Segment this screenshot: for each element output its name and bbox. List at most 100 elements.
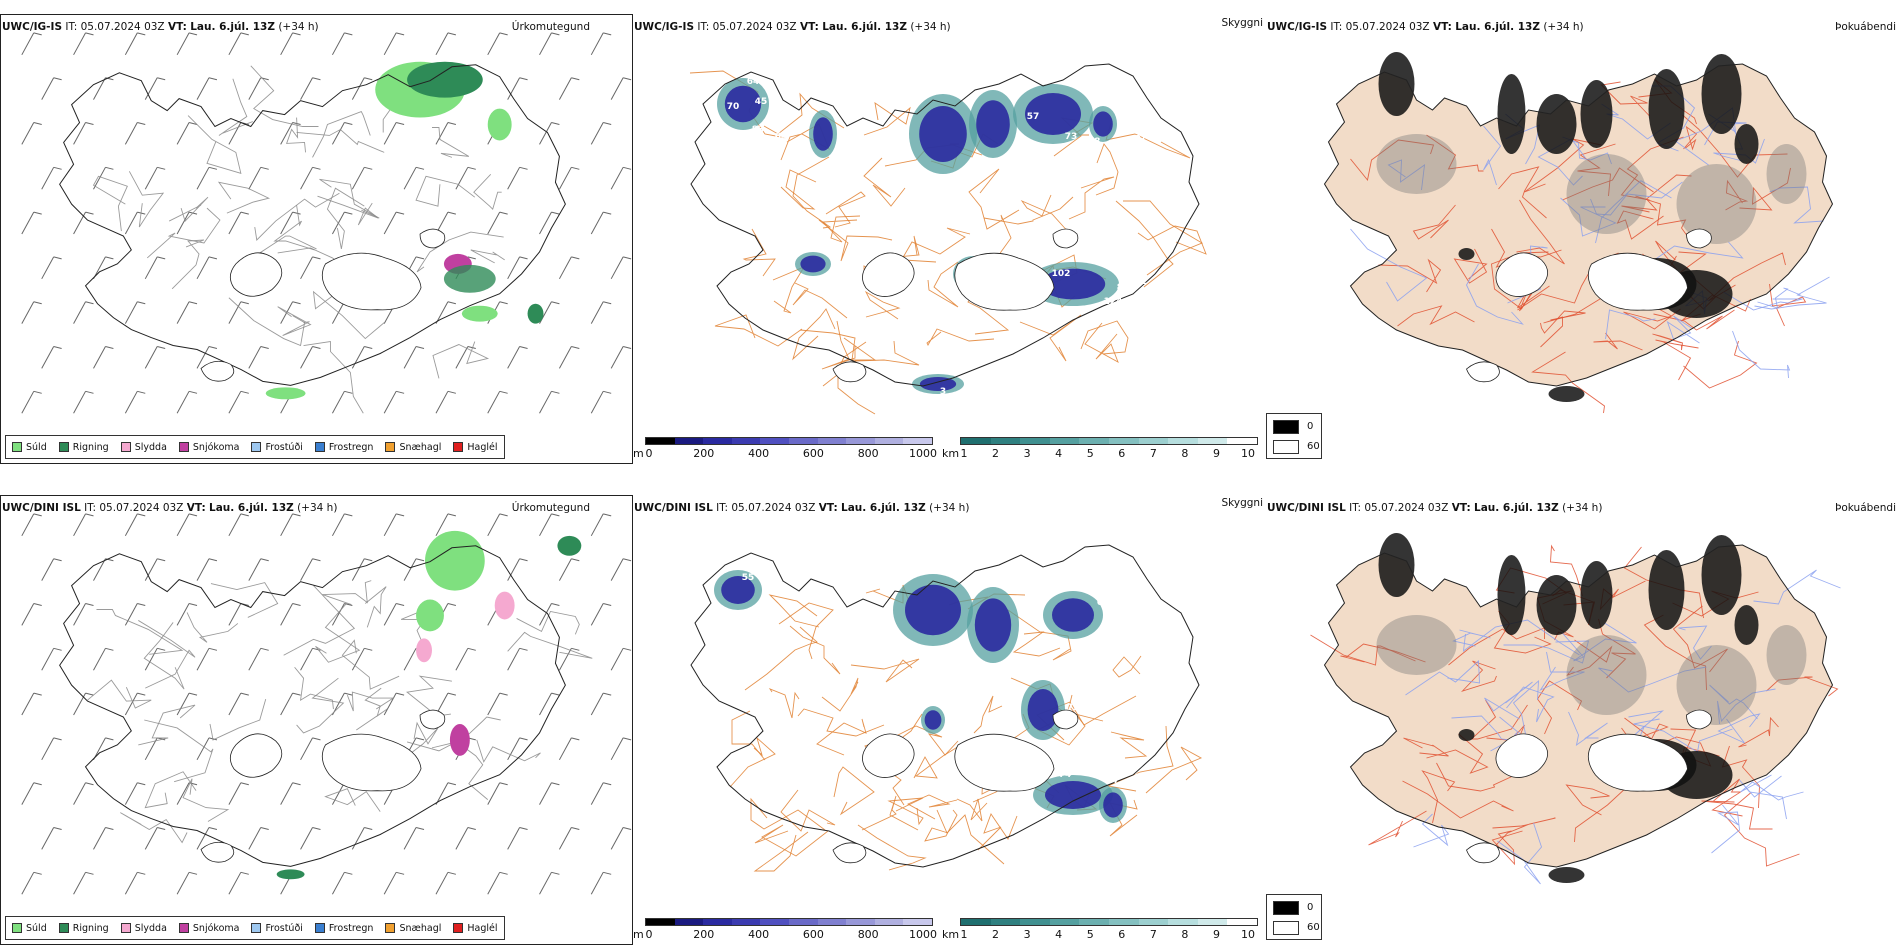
wind-barb-flag	[137, 301, 146, 305]
road-line	[1605, 309, 1656, 340]
wind-barb	[455, 827, 469, 850]
legend-label: Snjókoma	[192, 922, 240, 934]
visibility-value-label: 74	[1059, 770, 1072, 780]
product-title-visibility-top: Skyggni	[1221, 17, 1264, 29]
road-line	[277, 306, 312, 336]
road-line	[792, 308, 836, 361]
wind-barb	[144, 346, 158, 369]
wind-barb-flag	[551, 871, 560, 875]
visibility-value-label: 124	[1104, 297, 1123, 307]
road-line	[768, 688, 800, 719]
wind-barb-flag	[188, 122, 198, 125]
glacier-outline-1	[954, 733, 1055, 792]
colorbar-segment	[903, 438, 932, 444]
visibility-value-label: 37	[1135, 132, 1148, 142]
glacier-outline-1	[954, 252, 1055, 311]
precip-legend-item: Frostúði	[251, 923, 303, 934]
wind-barb-flag	[260, 647, 269, 651]
wind-barb-flag	[415, 346, 425, 349]
road-line	[1426, 733, 1489, 774]
wind-barb-flag	[415, 737, 425, 741]
fog-legend-label: 60	[1307, 441, 1320, 452]
wind-barb-flag	[157, 77, 166, 81]
fog-legend-swatch	[1273, 921, 1299, 935]
road-line	[1740, 774, 1804, 801]
wind-barb	[280, 603, 294, 626]
road-line	[927, 261, 959, 308]
iceland-map-fog-bottom	[1310, 533, 1841, 885]
road-line	[1577, 143, 1616, 197]
wind-barb-flag	[33, 301, 42, 305]
wind-barb-flag	[292, 782, 301, 786]
dense-fog-area	[1648, 550, 1685, 630]
wind-barb-flag	[53, 346, 62, 349]
wind-barb-flag	[364, 77, 373, 81]
iceland-map-fog-top	[1323, 52, 1834, 414]
road-line	[1421, 770, 1456, 824]
wind-barb	[331, 872, 345, 895]
colorbar-segment	[1049, 919, 1080, 925]
road-line	[138, 620, 196, 689]
wind-barb-flag	[188, 871, 198, 875]
dense-fog-area	[1548, 386, 1585, 402]
road-line	[1145, 746, 1203, 794]
road-line	[753, 831, 809, 872]
visibility-value-label: 73	[1065, 132, 1078, 142]
visibility-value-label: 67	[1097, 598, 1110, 608]
road-line	[210, 582, 279, 618]
road-line	[182, 778, 230, 822]
road-line	[1539, 651, 1585, 692]
fog-height-area	[1052, 598, 1094, 632]
precip-legend-item: Frostúði	[251, 442, 303, 453]
colorbar-tick-label: 6	[1118, 447, 1126, 460]
road-line	[816, 718, 867, 756]
wind-barb	[610, 737, 624, 761]
wind-barb-flag	[499, 390, 508, 394]
wind-barb	[228, 211, 242, 235]
wind-barb-flag	[85, 603, 94, 606]
wind-barb	[73, 391, 86, 414]
wind-barb-flag	[240, 211, 249, 215]
wind-barb	[144, 558, 158, 581]
wind-barb-flag	[240, 390, 249, 394]
wind-barb	[93, 648, 106, 671]
legend-label: Rigning	[72, 922, 109, 934]
wind-barb	[487, 782, 501, 805]
road-line	[1413, 813, 1450, 848]
wind-barb	[124, 122, 138, 145]
wind-barbs	[21, 513, 632, 895]
road-line	[392, 721, 439, 768]
wind-barb	[73, 122, 86, 145]
wind-barb	[124, 692, 138, 716]
wind-barb	[539, 872, 552, 895]
wind-barb	[124, 782, 138, 805]
wind-barb	[176, 872, 190, 895]
wind-barb-flag	[240, 513, 249, 517]
wind-barbs	[21, 32, 632, 414]
panel-header-row1-col2: UWC/IG-IS IT: 05.07.2024 03Z VT: Lau. 6.…	[634, 21, 951, 33]
wind-barb-flag	[415, 166, 425, 170]
road-line	[209, 698, 267, 741]
legend-label: Frostregn	[328, 441, 374, 453]
colorbar-tick-label: 8	[1181, 928, 1189, 941]
wind-barb	[539, 32, 552, 56]
road-line	[187, 115, 242, 174]
colorbar-segment	[874, 919, 904, 925]
wind-barb	[93, 346, 106, 369]
visibility-value-label: 54	[967, 247, 980, 257]
colorbar-tick-label: 10	[1241, 928, 1255, 941]
road-line	[833, 766, 875, 816]
road-line	[322, 580, 372, 605]
colorbar-segment	[674, 438, 704, 444]
wind-barb	[383, 872, 397, 895]
coastline	[1323, 544, 1834, 868]
precip-legend-item: Slydda	[120, 442, 167, 453]
wind-barb-flag	[240, 301, 249, 305]
road-line	[956, 798, 988, 822]
road-line	[1007, 609, 1072, 661]
wind-barb-flag	[623, 166, 632, 170]
glacier-outline-1	[321, 733, 422, 792]
wind-barb-flag	[240, 32, 249, 36]
road-line	[431, 127, 470, 158]
wind-barb-flag	[396, 603, 405, 606]
